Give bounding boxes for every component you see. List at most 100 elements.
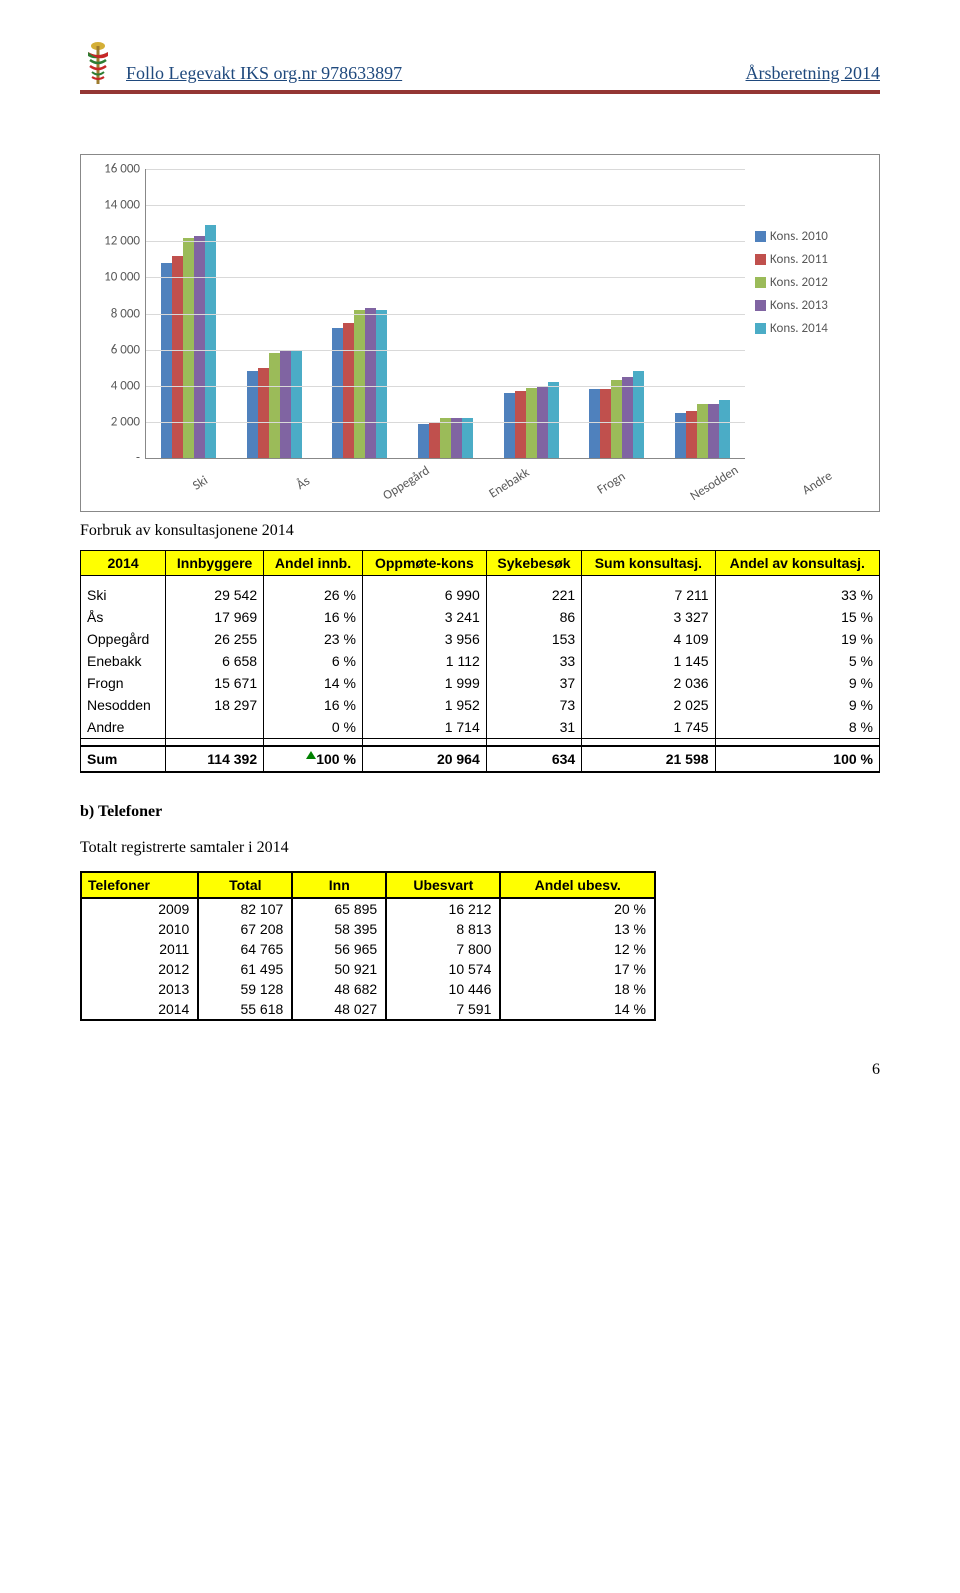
table-cell: 2 025: [582, 694, 715, 716]
table-cell: Sum: [81, 746, 166, 772]
table-cell: Ås: [81, 606, 166, 628]
table-cell: 1 714: [362, 716, 486, 739]
table-cell: 86: [486, 606, 581, 628]
table-cell: 73: [486, 694, 581, 716]
legend-label: Kons. 2011: [770, 252, 828, 267]
table-cell: 17 %: [500, 959, 655, 979]
table-cell: 221: [486, 584, 581, 606]
bar: [675, 413, 686, 458]
table-cell: 59 128: [198, 979, 292, 999]
table-cell: 14 %: [500, 999, 655, 1020]
bar: [686, 411, 697, 458]
section-b-heading: b) Telefoner: [80, 803, 880, 821]
table-cell: 58 395: [292, 919, 386, 939]
x-axis-label: Andre: [770, 450, 871, 527]
table-header: Innbyggere: [166, 551, 264, 576]
table-cell: 100 %: [264, 746, 363, 772]
x-axis-label: Ås: [256, 450, 357, 527]
legend-item: Kons. 2014: [755, 321, 865, 336]
table-header: Andel av konsultasj.: [715, 551, 879, 576]
y-axis-label: 6 000: [90, 342, 140, 357]
chart-plot-area: -2 0004 0006 0008 00010 00012 00014 0001…: [145, 169, 745, 459]
table-row: Ås17 96916 %3 241863 32715 %: [81, 606, 880, 628]
legend-swatch-icon: [755, 323, 766, 334]
table-cell: 20 964: [362, 746, 486, 772]
table-cell: 100 %: [715, 746, 879, 772]
bar: [708, 404, 719, 458]
table-header: Total: [198, 872, 292, 898]
bar: [600, 389, 611, 458]
bar: [269, 353, 280, 458]
table-cell: 8 %: [715, 716, 879, 739]
legend-label: Kons. 2014: [770, 321, 828, 336]
table-cell: 37: [486, 672, 581, 694]
table-cell: Andre: [81, 716, 166, 739]
table-row: 201359 12848 68210 44618 %: [81, 979, 655, 999]
bar: [548, 382, 559, 458]
table-row: 201261 49550 92110 57417 %: [81, 959, 655, 979]
page-header: Follo Legevakt IKS org.nr 978633897 Årsb…: [80, 40, 880, 94]
table-header: Andel ubesv.: [500, 872, 655, 898]
table-header: Andel innb.: [264, 551, 363, 576]
table-cell: 2 036: [582, 672, 715, 694]
table-cell: 61 495: [198, 959, 292, 979]
table-row: Andre0 %1 714311 7458 %: [81, 716, 880, 739]
legend-label: Kons. 2013: [770, 298, 828, 313]
bar: [183, 238, 194, 458]
table-cell: 8 813: [386, 919, 500, 939]
bar: [633, 371, 644, 458]
bar: [365, 308, 376, 458]
x-axis-label: Ski: [153, 450, 254, 527]
table-cell: 5 %: [715, 650, 879, 672]
bar: [161, 263, 172, 458]
table-row: 201164 76556 9657 80012 %: [81, 939, 655, 959]
table-cell: 17 969: [166, 606, 264, 628]
bar: [451, 418, 462, 458]
table-cell: 10 574: [386, 959, 500, 979]
up-triangle-icon: [306, 751, 316, 759]
table-cell: Nesodden: [81, 694, 166, 716]
legend-swatch-icon: [755, 300, 766, 311]
bar: [172, 256, 183, 458]
table-cell: 3 327: [582, 606, 715, 628]
table-cell: 153: [486, 628, 581, 650]
x-axis-label: Oppegård: [359, 450, 460, 527]
bar: [515, 391, 526, 458]
table-cell: 2010: [81, 919, 198, 939]
caduceus-logo-icon: [80, 40, 116, 88]
table-cell: 65 895: [292, 898, 386, 919]
table-cell: 13 %: [500, 919, 655, 939]
table-cell: 6 990: [362, 584, 486, 606]
table-cell: 16 %: [264, 694, 363, 716]
table-cell: 1 952: [362, 694, 486, 716]
table-cell: 33: [486, 650, 581, 672]
table-cell: 6 %: [264, 650, 363, 672]
table-header: Sykebesøk: [486, 551, 581, 576]
table-cell: 23 %: [264, 628, 363, 650]
table-cell: 9 %: [715, 672, 879, 694]
table-cell: 26 255: [166, 628, 264, 650]
bar: [697, 404, 708, 458]
y-axis-label: 16 000: [90, 162, 140, 177]
table-cell: 7 211: [582, 584, 715, 606]
bar: [205, 225, 216, 458]
y-axis-label: 4 000: [90, 378, 140, 393]
table-cell: 16 %: [264, 606, 363, 628]
legend-swatch-icon: [755, 231, 766, 242]
y-axis-label: 12 000: [90, 234, 140, 249]
legend-label: Kons. 2012: [770, 275, 828, 290]
bar-chart: -2 0004 0006 0008 00010 00012 00014 0001…: [80, 154, 880, 512]
table-cell: 19 %: [715, 628, 879, 650]
table-cell: 33 %: [715, 584, 879, 606]
table-cell: 55 618: [198, 999, 292, 1020]
table-row: 200982 10765 89516 21220 %: [81, 898, 655, 919]
legend-item: Kons. 2011: [755, 252, 865, 267]
bar: [354, 310, 365, 458]
bar: [504, 393, 515, 458]
table-cell: 10 446: [386, 979, 500, 999]
header-left: Follo Legevakt IKS org.nr 978633897: [126, 63, 402, 84]
table-cell: 15 671: [166, 672, 264, 694]
table-cell: 3 241: [362, 606, 486, 628]
bar: [247, 371, 258, 458]
table-cell: 1 145: [582, 650, 715, 672]
